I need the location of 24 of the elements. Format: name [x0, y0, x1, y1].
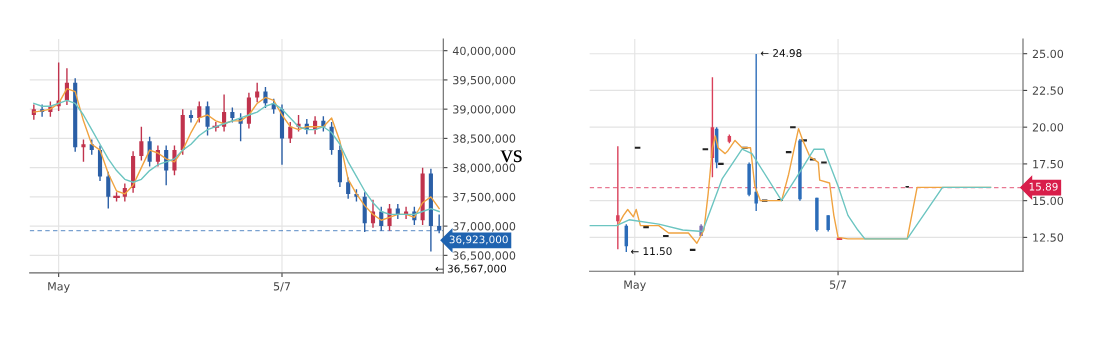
y-tick-label: 17.50 — [1033, 159, 1064, 169]
y-tick-label: 25.00 — [1032, 49, 1064, 59]
y-tick-label: 36,500,000 — [453, 251, 516, 261]
x-tick-label: May — [624, 280, 646, 291]
x-tick-label: 5/7 — [829, 280, 847, 290]
y-tick-label: 15.00 — [1033, 196, 1064, 206]
ref-line-label: 36,923,000 — [449, 235, 508, 245]
annotation: ← 24.98 — [760, 49, 802, 57]
x-tick-label: 5/7 — [273, 282, 290, 292]
x-tick-label: May — [48, 282, 70, 293]
y-tick-label: 38,500,000 — [453, 134, 516, 144]
y-tick-label: 39,000,000 — [453, 105, 516, 115]
y-tick-label: 39,500,000 — [453, 75, 516, 86]
annotation: ← 36,567,000 — [435, 264, 507, 274]
y-tick-label: 38,000,000 — [453, 163, 516, 174]
annotation: ← 11.50 — [630, 247, 672, 256]
y-tick-label: 37,000,000 — [453, 222, 516, 232]
y-tick-label: 20.00 — [1032, 123, 1064, 132]
y-tick-label: 37,500,000 — [453, 192, 516, 203]
ref-line-label: 15.89 — [1029, 182, 1058, 191]
text: vs — [500, 150, 522, 163]
y-tick-label: 22.50 — [1032, 86, 1064, 95]
y-tick-label: 12.50 — [1033, 233, 1064, 242]
y-tick-label: 40,000,000 — [452, 46, 516, 57]
